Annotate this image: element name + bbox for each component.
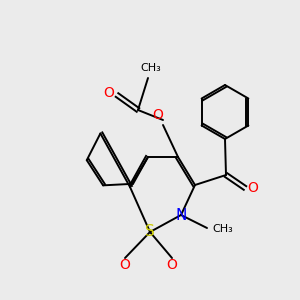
- Text: O: O: [153, 108, 164, 122]
- Text: O: O: [103, 86, 114, 100]
- Text: O: O: [120, 258, 130, 272]
- Text: S: S: [145, 224, 155, 239]
- Text: CH₃: CH₃: [141, 63, 161, 73]
- Text: CH₃: CH₃: [212, 224, 233, 234]
- Text: O: O: [167, 258, 177, 272]
- Text: N: N: [175, 208, 187, 223]
- Text: O: O: [248, 181, 258, 195]
